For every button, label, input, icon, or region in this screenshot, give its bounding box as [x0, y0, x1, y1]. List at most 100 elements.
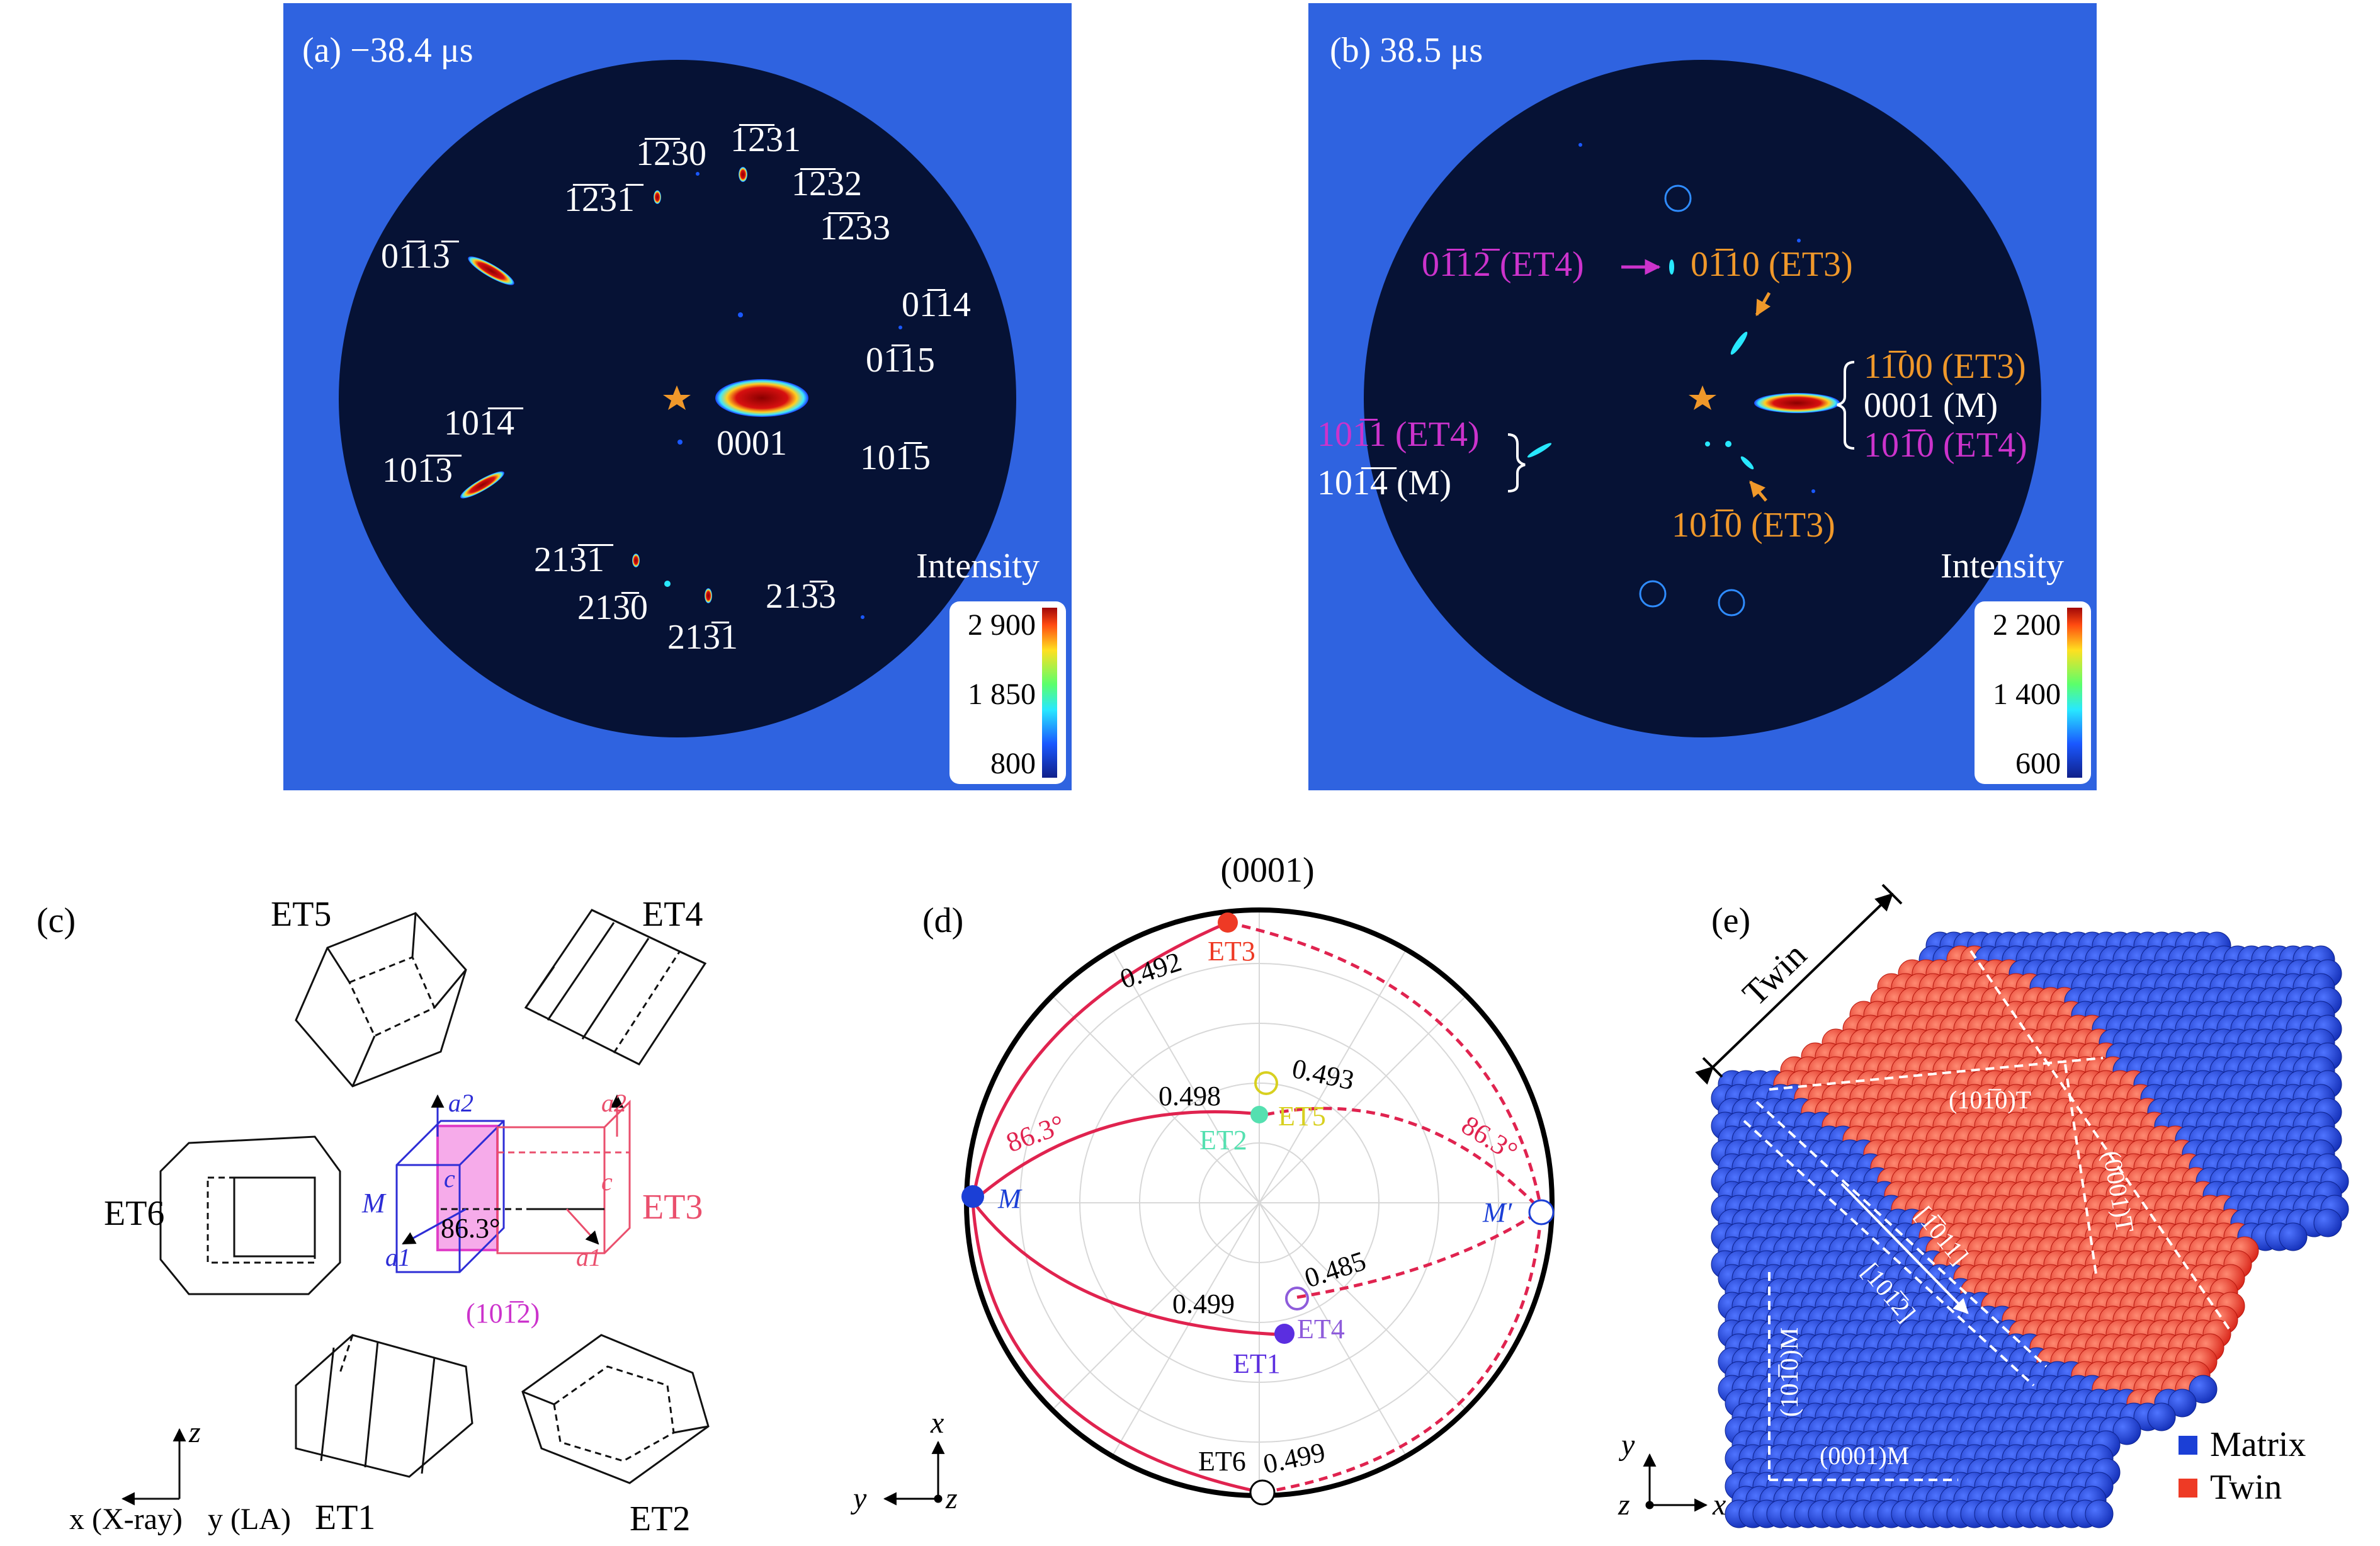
colorbar-gradient: [1042, 608, 1057, 778]
legend-matrix-label: Matrix: [2210, 1425, 2306, 1464]
spot-2131: [705, 588, 712, 603]
point-et5: [1254, 1071, 1278, 1095]
spot-0001-m: [1754, 393, 1840, 413]
brace-icon: [1837, 361, 1855, 450]
label-c-et3: c: [601, 1168, 613, 1196]
panel-b: (b) 38.5 μs 01̅12̅ (ET4) 01̅10 (ET3) 11̅…: [1308, 3, 2097, 790]
axis-x: x (X-ray): [69, 1503, 183, 1536]
matrix-atom: [2147, 1402, 2176, 1431]
spot-marker-ring: [1718, 589, 1745, 617]
label-et4: ET4: [642, 895, 703, 934]
label-m: M: [997, 1183, 1023, 1214]
label-0110-et3: 01̅10 (ET3): [1691, 245, 1853, 284]
colorbar-max: 2 900: [968, 608, 1036, 642]
label-spot: 0001: [717, 424, 787, 463]
label-et2: ET2: [630, 1499, 690, 1538]
matrix-atom: [2168, 1389, 2197, 1418]
axis-z: z: [1618, 1488, 1630, 1521]
crystal-m-et3: a2 a2 M c c a1 a1 86.3° ET3 (101̅2): [361, 1089, 703, 1329]
label-spot: 01̅13̅: [381, 237, 460, 276]
colorbar-mid: 1 400: [1993, 678, 2061, 711]
legend-twin-label: Twin: [2210, 1468, 2282, 1507]
label-1100-et3: 11̅00 (ET3): [1864, 347, 2026, 386]
value-label: 0.485: [1301, 1245, 1369, 1293]
label-spot: 101̅4̅: [444, 404, 524, 443]
panel-d: (d) (0001): [850, 851, 1555, 1515]
axis-x: x: [930, 1406, 944, 1440]
angle-left: 86.3°: [1002, 1109, 1069, 1158]
spot-faint-2: [677, 440, 683, 445]
spot-faint-3: [696, 172, 700, 176]
value-label: 0.498: [1159, 1081, 1221, 1111]
label-0112-et4: 01̅12̅ (ET4): [1422, 245, 1584, 284]
spot-2130: [664, 581, 671, 587]
arrow-icon: [1755, 292, 1771, 317]
pole-label: (0001): [1220, 851, 1314, 890]
point-et1: [1274, 1324, 1295, 1344]
panel-a: (a) −38.4 μs 1̅2̅30 1̅2̅31 1̅2̅32 1̅2̅33…: [283, 3, 1072, 790]
panel-e-axes: y z x: [1618, 1428, 1726, 1521]
label-1011-et4: 101̅1 (ET4): [1317, 415, 1480, 454]
colorbar-max: 2 200: [1993, 608, 2061, 642]
label-spot: 01̅14: [902, 285, 971, 324]
label-et4: ET4: [1297, 1314, 1345, 1344]
legend-matrix-swatch: [2179, 1436, 2197, 1455]
label-spot: 1̅2̅31: [730, 120, 801, 159]
spot-0112-et4: [1669, 259, 1674, 275]
spot-1014-m: [1527, 443, 1552, 458]
axis-y: y: [1618, 1428, 1635, 1462]
label-m: M: [361, 1188, 387, 1219]
beam-center-star-icon: [1689, 385, 1716, 410]
beam-center-star-icon: [663, 385, 691, 410]
panel-a-title: (a) −38.4 μs: [302, 31, 473, 70]
matrix-atom: [2112, 1416, 2141, 1445]
spot-1231: [739, 167, 747, 182]
plane-label: (101̅0)T: [1949, 1086, 2031, 1114]
direction-arrow: [1840, 1183, 1969, 1314]
label-a2-et3: a2: [601, 1089, 626, 1117]
panel-e-legend: Matrix Twin: [2179, 1425, 2306, 1507]
point-m: [961, 1185, 984, 1208]
label-et6: ET6: [1198, 1446, 1246, 1477]
label-et5: ET5: [1278, 1101, 1326, 1132]
label-et3: ET3: [642, 1188, 703, 1227]
pole-labels: ET3 ET5 ET2 ET1 ET4 ET6 M M′: [997, 936, 1513, 1477]
label-et1: ET1: [1233, 1348, 1281, 1379]
axis-z: z: [945, 1482, 958, 1515]
crystal-et6: ET6: [104, 1135, 341, 1295]
label-spot: 213̅3: [766, 577, 836, 616]
legend-twin-swatch: [2179, 1479, 2197, 1498]
colorbar-title: Intensity: [1941, 547, 2064, 586]
panel-a-spot-labels: 1̅2̅30 1̅2̅31 1̅2̅32 1̅2̅33 1̅2̅31̅ 01̅1…: [381, 120, 971, 657]
value-label: 0.499: [1261, 1436, 1328, 1480]
label-et2: ET2: [1199, 1125, 1247, 1156]
spot-2131b: [632, 554, 640, 567]
twin-width-label: Twin: [1735, 935, 1814, 1013]
spot-marker-ring: [1664, 185, 1692, 212]
axis-x: x: [1712, 1488, 1726, 1521]
label-et6: ET6: [104, 1194, 164, 1233]
spot-1013: [460, 471, 504, 499]
spot-0113: [468, 256, 514, 285]
colorbar-title: Intensity: [916, 547, 1040, 586]
angle-right: 86.3°: [1456, 1110, 1523, 1168]
spot-0110-et3: [1730, 331, 1748, 355]
panel-b-title: (b) 38.5 μs: [1330, 31, 1483, 70]
colorbar-min: 800: [990, 747, 1036, 780]
colorbar-min: 600: [2015, 747, 2061, 780]
label-spot: 1̅2̅31̅: [564, 180, 644, 219]
spot-faint: [1725, 441, 1731, 447]
spot-0001: [715, 379, 808, 417]
panel-b-labels: 01̅12̅ (ET4) 01̅10 (ET3) 11̅00 (ET3) 000…: [1317, 245, 2027, 545]
panel-d-axes: x y z: [850, 1406, 958, 1515]
label-plane-1012: (101̅2): [466, 1298, 540, 1329]
axis-z: z: [188, 1416, 201, 1449]
spot-faint: [1578, 143, 1582, 147]
label-1010-et3: 101̅0 (ET3): [1672, 506, 1835, 545]
crystal-et4: ET4: [524, 895, 707, 1066]
tick: [1881, 884, 1903, 905]
twin-width-arrow: [1695, 893, 1894, 1085]
spot-faint-1: [738, 312, 743, 317]
colorbar-box: [1975, 601, 2091, 784]
